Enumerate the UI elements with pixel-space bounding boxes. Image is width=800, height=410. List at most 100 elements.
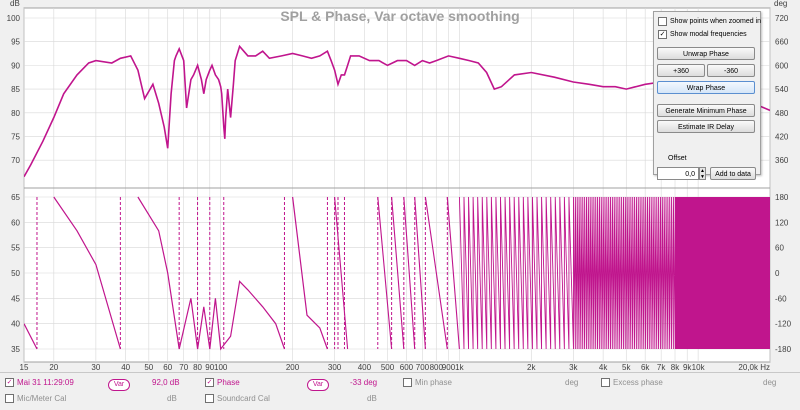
show-modal-label: Show modal frequencies [670,31,747,38]
spl-tick-label: 75 [11,132,20,141]
x-tick-label: 80 [193,363,202,372]
phase-segment [334,196,349,350]
x-tick-label: 600 [400,363,414,372]
excess-phase-label: Excess phase [613,378,663,387]
x-tick-label: 800 [430,363,444,372]
soundcard-cal-unit: dB [367,394,377,403]
phase-right-tick-label: 0 [775,269,780,278]
phase-right-tick-label: 60 [775,244,784,253]
chart-title: SPL & Phase, Var octave smoothing [280,8,519,24]
measurement-checkbox[interactable]: ✓ [5,378,14,388]
right-top-tick-label: 720 [775,14,789,23]
spl-tick-label: 100 [7,14,21,23]
right-top-tick-label: 420 [775,132,789,141]
measurement-label: Mai 31 11:29:09 [17,378,74,387]
spinner-up-icon[interactable]: ▲ [700,168,705,174]
phase-left-tick-label: 55 [11,244,20,253]
spl-tick-label: 90 [11,61,20,70]
x-tick-label: 90 [205,363,214,372]
right-top-tick-label: 660 [775,38,789,47]
x-tick-label: 40 [121,363,130,372]
phase-right-tick-label: 120 [775,218,789,227]
min-phase-checkbox[interactable] [403,378,412,388]
right-top-tick-label: 360 [775,156,789,165]
offset-label: Offset [668,155,687,162]
mic-cal-checkbox[interactable] [5,394,14,404]
x-tick-label: 400 [358,363,372,372]
min-phase-unit: deg [565,378,579,387]
right-unit-label: deg [774,0,787,8]
mic-cal-unit: dB [167,394,177,403]
show-points-box[interactable] [658,17,667,26]
phase-left-tick-label: 50 [11,269,20,278]
x-tick-label: 4k [599,363,608,372]
phase-dense-wraps [458,196,770,350]
wrap-phase-button[interactable]: Wrap Phase [657,81,755,94]
unwrap-phase-button[interactable]: Unwrap Phase [657,47,755,60]
x-tick-label: 8k [671,363,680,372]
phase-segment [377,196,393,350]
excess-phase-checkbox[interactable] [601,378,610,388]
phase-segment [403,196,416,350]
right-top-tick-label: 540 [775,85,789,94]
offset-input[interactable]: 0,0 [657,167,699,180]
x-tick-label: 7k [657,363,666,372]
soundcard-cal-label: Soundcard Cal [217,394,270,403]
show-modal-box[interactable]: ✓ [658,30,667,39]
show-modal-checkbox[interactable]: ✓ Show modal frequencies [658,30,747,39]
phase-right-tick-label: -60 [775,294,787,303]
x-tick-label: 1k [455,363,464,372]
x-tick-label: 9k [683,363,692,372]
x-tick-label: 60 [163,363,172,372]
mic-cal-label: Mic/Meter Cal [17,394,67,403]
spl-tick-label: 80 [11,109,20,118]
offset-spinner[interactable]: ▲ ▼ [699,167,706,180]
spl-tick-label: 85 [11,85,20,94]
x-tick-label: 3k [569,363,578,372]
legend-excess-phase[interactable]: Excess phase [601,378,663,388]
plus-360-button[interactable]: +360 [657,64,705,77]
x-tick-label: 900 [442,363,456,372]
estimate-ir-delay-button[interactable]: Estimate IR Delay [657,120,755,133]
phase-controls-panel: Show points when zoomed in ✓ Show modal … [653,11,761,180]
right-top-tick-label: 480 [775,109,789,118]
x-tick-label: 6k [641,363,650,372]
x-tick-label: 500 [381,363,395,372]
measurement-smoothing-button[interactable]: Var [108,379,130,391]
legend-soundcard-cal[interactable]: Soundcard Cal [205,394,270,404]
spinner-down-icon[interactable]: ▼ [700,174,705,180]
x-tick-label: 200 [286,363,300,372]
show-points-label: Show points when zoomed in [670,18,762,25]
right-top-tick-label: 600 [775,61,789,70]
spl-tick-label: 95 [11,38,20,47]
x-tick-label: 70 [179,363,188,372]
left-unit-label: dB [10,0,20,8]
phase-left-tick-label: 35 [11,345,20,354]
phase-curve [24,196,328,351]
x-tick-label: 20 [49,363,58,372]
x-tick-label: 700 [416,363,430,372]
minus-360-button[interactable]: -360 [707,64,755,77]
phase-smoothing-button[interactable]: Var [307,379,329,391]
phase-right-tick-label: -120 [775,320,792,329]
show-points-checkbox[interactable]: Show points when zoomed in [658,17,761,26]
excess-phase-unit: deg [763,378,777,387]
legend-min-phase[interactable]: Min phase [403,378,452,388]
phase-checkbox[interactable]: ✓ [205,378,214,388]
x-tick-label: 5k [622,363,631,372]
phase-segment [446,196,460,350]
x-tick-label: 30 [91,363,100,372]
legend-phase[interactable]: ✓ Phase [205,378,240,388]
phase-left-tick-label: 65 [11,193,20,202]
soundcard-cal-checkbox[interactable] [205,394,214,404]
legend-mic-cal[interactable]: Mic/Meter Cal [5,394,67,404]
legend-measurement[interactable]: ✓ Mai 31 11:29:09 [5,378,74,388]
spl-curve [24,44,770,178]
phase-left-tick-label: 60 [11,218,20,227]
phase-right-tick-label: -180 [775,345,792,354]
x-tick-label: 2k [527,363,536,372]
generate-minimum-phase-button[interactable]: Generate Minimum Phase [657,104,755,117]
add-to-data-button[interactable]: Add to data [710,167,756,180]
phase-segment [391,196,405,350]
phase-left-tick-label: 45 [11,294,20,303]
